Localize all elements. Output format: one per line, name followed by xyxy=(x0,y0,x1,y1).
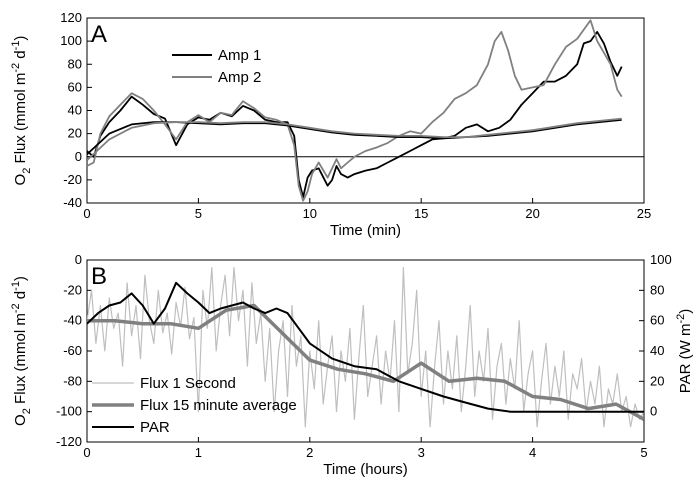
panel-label: A xyxy=(91,21,107,48)
x-tick-label: 3 xyxy=(418,445,425,460)
y2-title-end: ) xyxy=(677,309,694,314)
y-tick-label: -80 xyxy=(63,373,82,388)
y-tick-label: 40 xyxy=(68,103,82,118)
y2-tick-label: 40 xyxy=(650,343,664,358)
y-tick-label: -100 xyxy=(56,404,82,419)
x-tick-label: 2 xyxy=(306,445,313,460)
y-tick-label: -40 xyxy=(63,313,82,328)
y-tick-label: 120 xyxy=(60,10,82,25)
y2-tick-label: 0 xyxy=(650,404,657,419)
legend-label: Flux 1 Second xyxy=(140,375,236,392)
x-tick-label: 0 xyxy=(83,445,90,460)
y-tick-label: 60 xyxy=(68,79,82,94)
y2-title-main: PAR (W m xyxy=(677,324,694,394)
legend-label: Amp 2 xyxy=(218,69,261,86)
x-tick-label: 5 xyxy=(195,206,202,221)
panel-a: 0 5 10 15 20 25 -40 -20 0 20 40 60 80 100 120 A Time (mi… xyxy=(10,10,651,239)
y2-tick-label: 20 xyxy=(650,373,664,388)
x-tick-label: 5 xyxy=(640,445,647,460)
series-line xyxy=(87,303,644,421)
y-tick-label: -60 xyxy=(63,343,82,358)
y2-title-sup: -2 xyxy=(675,314,687,324)
y-axis-title: O2 Flux (mmol m-2 d-1) xyxy=(10,276,33,426)
x-tick-label: 10 xyxy=(303,206,317,221)
y-title-end: ) xyxy=(12,36,29,41)
y-title-sup2: -1 xyxy=(10,281,22,291)
y2-tick-label: 80 xyxy=(650,282,664,297)
y-title-end: ) xyxy=(12,276,29,281)
legend-label: PAR xyxy=(140,419,170,436)
y-title-mid2: d xyxy=(12,50,29,63)
y-title-mid: Flux (mmol m xyxy=(12,73,29,168)
y-title-mid2: d xyxy=(12,291,29,304)
y-tick-label: 0 xyxy=(75,252,82,267)
x-tick-label: 1 xyxy=(195,445,202,460)
y-tick-label: 100 xyxy=(60,33,82,48)
x-axis-title: Time (hours) xyxy=(323,461,407,478)
y-title-sup1: -2 xyxy=(10,303,22,313)
y-tick-label: 0 xyxy=(75,149,82,164)
x-tick-label: 20 xyxy=(525,206,539,221)
y-axis-title: O2 Flux (mmol m-2 d-1) xyxy=(10,36,33,186)
y-title-sub: 2 xyxy=(21,168,33,174)
panel-label: B xyxy=(91,263,107,290)
y-title-sup1: -2 xyxy=(10,63,22,73)
legend-label: Flux 15 minute average xyxy=(140,397,297,414)
y2-tick-label: 60 xyxy=(650,313,664,328)
y-tick-label: 20 xyxy=(68,126,82,141)
y-tick-label: -40 xyxy=(63,195,82,210)
series-line xyxy=(87,117,622,161)
legend-label: Amp 1 xyxy=(218,47,261,64)
y-tick-label: -20 xyxy=(63,172,82,187)
y2-axis-title: PAR (W m-2) xyxy=(675,309,694,394)
plot-frame xyxy=(86,17,645,204)
y-title-o: O xyxy=(12,174,29,186)
x-tick-label: 25 xyxy=(637,206,651,221)
y-title-sub: 2 xyxy=(21,408,33,414)
y2-tick-label: 100 xyxy=(650,252,672,267)
y-tick-label: -120 xyxy=(56,434,82,449)
y-title-o: O xyxy=(12,414,29,426)
x-tick-label: 0 xyxy=(83,206,90,221)
y-title-mid: Flux (mmol m xyxy=(12,313,29,408)
y-tick-label: -20 xyxy=(63,282,82,297)
x-tick-label: 4 xyxy=(529,445,536,460)
panel-b: 0 1 2 3 4 5 -120 -100 -80 -60 -40 -20 0 0 20 40 60 80 100 B… xyxy=(10,252,694,478)
series-line xyxy=(87,281,644,413)
x-tick-label: 15 xyxy=(414,206,428,221)
y-tick-label: 80 xyxy=(68,56,82,71)
series-line xyxy=(87,31,623,199)
x-axis-title: Time (min) xyxy=(330,222,401,239)
y-title-sup2: -1 xyxy=(10,41,22,51)
